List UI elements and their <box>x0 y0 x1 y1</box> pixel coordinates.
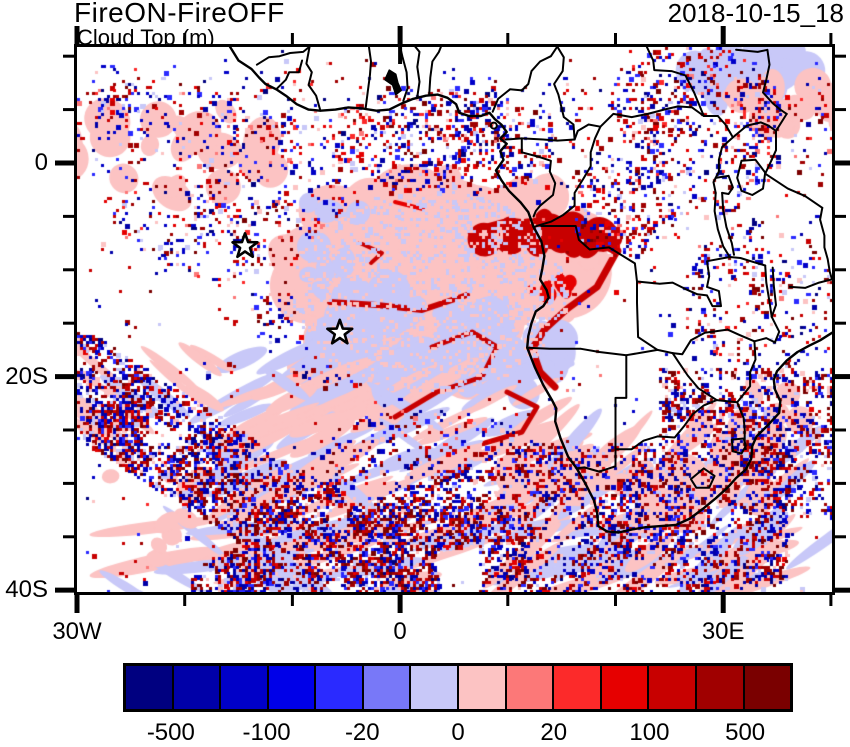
coast-border-line <box>764 264 773 318</box>
lake-shape <box>384 69 402 96</box>
coast-border-line <box>714 174 734 195</box>
colorbar-segment <box>696 666 745 709</box>
coast-border-line <box>671 328 729 356</box>
colorbar-segment <box>363 666 412 709</box>
coast-border-line <box>770 266 777 318</box>
colorbar-segment <box>649 666 697 709</box>
coast-border-line <box>671 352 718 402</box>
coast-border-line <box>730 437 747 455</box>
colorbar-segment <box>173 666 222 709</box>
colorbar-segment <box>554 666 602 709</box>
coast-border-line <box>573 105 719 141</box>
coast-border-line <box>305 47 322 112</box>
colorbar-tick-label: -100 <box>242 719 291 746</box>
x-tick-label: 0 <box>393 618 407 645</box>
coast-border-line <box>645 47 705 117</box>
x-tick-label: 30E <box>701 618 745 645</box>
coast-border-line <box>721 191 735 256</box>
coast-border-line <box>819 206 832 281</box>
coast-border-line <box>712 115 734 194</box>
coast-border-line <box>532 125 602 229</box>
coast-border-line <box>364 47 372 110</box>
map-plot-area <box>74 44 835 595</box>
coast-border-line <box>428 47 442 96</box>
star-marker <box>326 318 354 345</box>
coast-border-line <box>526 346 674 357</box>
coast-border-line <box>414 47 421 98</box>
coast-border-line <box>553 47 576 141</box>
x-tick-label: 30W <box>52 618 102 645</box>
coast-border-line <box>726 328 776 344</box>
coast-border-line <box>736 158 767 196</box>
coast-border-line <box>770 112 788 161</box>
coast-border-line <box>636 256 731 308</box>
coast-border-line <box>399 47 409 102</box>
coast-border-line <box>735 48 788 115</box>
colorbar-segment <box>411 666 460 709</box>
island-outline <box>489 121 498 130</box>
coast-border-line <box>504 137 576 142</box>
colorbar-tick-label: 0 <box>451 719 465 746</box>
y-tick-label: 40S <box>5 576 48 604</box>
colorbar <box>123 663 793 712</box>
colorbar-tick-label: -500 <box>146 719 195 746</box>
coast-border-line <box>575 465 617 473</box>
coast-border-line <box>789 278 832 289</box>
y-tick-label: 20S <box>5 362 48 390</box>
coast-border-line <box>736 340 757 404</box>
coast-border-line <box>228 47 832 534</box>
star-marker <box>231 232 259 259</box>
coast-border-line <box>491 47 559 113</box>
timestamp-label: 2018-10-15_18 <box>667 0 844 28</box>
coast-border-line <box>255 47 311 66</box>
coast-border-line <box>715 399 739 404</box>
colorbar-tick-label: 100 <box>629 719 670 746</box>
colorbar-segment <box>601 666 650 709</box>
coast-border-line <box>275 59 304 91</box>
coast-border-line <box>636 280 659 351</box>
coast-border-line <box>689 467 716 489</box>
coast-border-line <box>614 399 718 451</box>
colorbar-segment <box>126 666 174 709</box>
coast-border-line <box>764 158 824 209</box>
coast-border-line <box>520 151 557 218</box>
colorbar-segment <box>459 666 507 709</box>
colorbar-tick-label: -20 <box>344 719 380 746</box>
plot-title: FireON-FireOFF <box>74 0 285 28</box>
coast-border-line <box>731 121 777 139</box>
colorbar-segment <box>744 666 791 709</box>
colorbar-segment <box>506 666 555 709</box>
colorbar-segment <box>316 666 364 709</box>
coast-border-line <box>540 225 638 283</box>
y-tick-label: 0 <box>34 148 48 176</box>
coast-border-line <box>713 191 731 258</box>
colorbar-segment <box>221 666 269 709</box>
coast-border-line <box>770 315 781 344</box>
colorbar-tick-label: 20 <box>540 719 568 746</box>
coast-border-line <box>614 354 628 468</box>
colorbar-tick-label: 500 <box>725 719 766 746</box>
coast-border-line <box>728 256 767 267</box>
difference-field-canvas <box>77 47 832 592</box>
coastline-borders-overlay <box>228 47 832 534</box>
colorbar-segment <box>268 666 317 709</box>
